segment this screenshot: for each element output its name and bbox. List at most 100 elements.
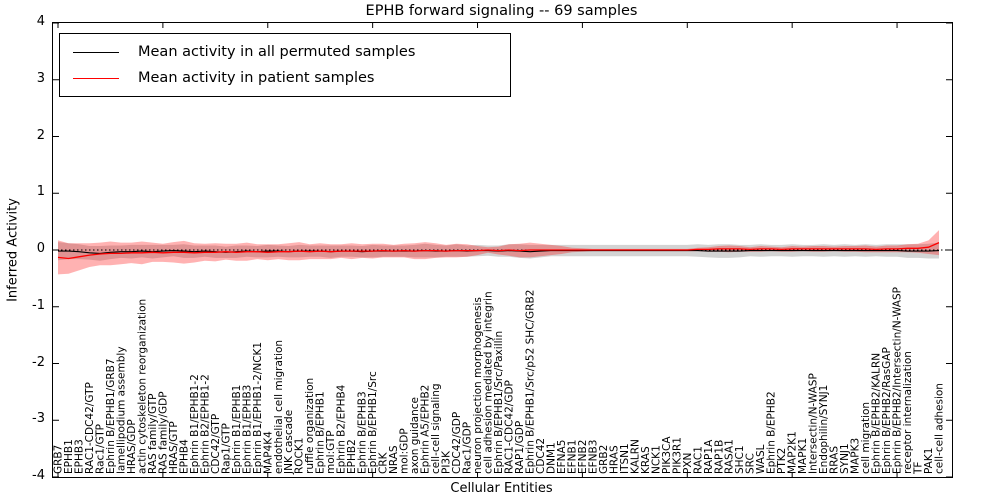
x-tick-label: Endophilin/SYNJ1 (818, 385, 830, 474)
x-tick-label: PXN (682, 453, 694, 474)
x-tick-label: EPHB1 (63, 439, 75, 474)
x-tick-label: MAP4K4 (262, 431, 274, 474)
x-tick-label: RAS family/GTP (147, 393, 159, 474)
x-tick-label: EFNA5 (556, 440, 568, 474)
legend-label-permuted: Mean activity in all permuted samples (138, 44, 416, 60)
y-tick-label: 0 (36, 241, 45, 256)
x-tick-label: Rap1/GTP (220, 423, 232, 474)
x-tick-label: GRB2 (598, 445, 610, 474)
x-tick-label: EPHB2 (346, 439, 358, 474)
y-tick-label: 1 (36, 184, 45, 200)
x-tick-label: Ephrin B/EPHB2/KALRN (871, 353, 883, 474)
x-tick-label: MAPK1 (797, 438, 809, 474)
x-tick-label: Ephrin B/EPHB2/RasGAP (881, 347, 893, 474)
x-tick-label: Ephrin B/EPHB2/Intersectin/N-WASP (892, 287, 904, 474)
x-tick-label: actin cytoskeleton reorganization (136, 299, 148, 474)
x-tick-label: ruffle organization (304, 378, 316, 474)
x-tick-label: neuron projection morphogenesis (472, 297, 484, 474)
x-tick-label: cell adhesion mediated by integrin (483, 291, 495, 474)
x-tick-label: RAP1A (703, 439, 715, 474)
legend-item: Mean activity in patient samples (73, 70, 510, 86)
x-tick-label: Ephrin B2/EPHB1-2 (199, 374, 211, 474)
x-tick-label: mol:GTP (325, 430, 337, 474)
x-tick-label: Ephrin B/EPHB1/Src/Paxillin (493, 331, 505, 474)
x-tick-label: JNK cascade (283, 410, 295, 475)
x-tick-label: cell-cell signaling (430, 383, 442, 474)
legend-label-patient: Mean activity in patient samples (138, 70, 375, 86)
x-tick-label: NCK1 (650, 445, 662, 474)
x-tick-label: PTK2 (776, 448, 788, 474)
x-tick-label: Rac1/GDP (462, 422, 474, 474)
x-tick-label: Ephrin B/EPHB1/Src/p52 SHC/GRB2 (525, 290, 537, 474)
band-patient (58, 230, 939, 275)
x-tick-label: lamellipodium assembly (115, 346, 127, 474)
x-tick-label: EFNB3 (587, 440, 599, 474)
y-tick-label: -4 (32, 468, 45, 483)
legend-item: Mean activity in all permuted samples (73, 44, 510, 60)
x-tick-label: HRAS/GDP (126, 419, 138, 474)
x-tick-labels: GRB7EPHB1EPHB3RAC1-CDC42/GTPRac1/GTPEphr… (53, 287, 946, 475)
y-tick-label: -3 (32, 411, 45, 427)
x-tick-label: Ephrin B/EPHB3 (357, 391, 369, 474)
legend-line-sample-patient (73, 77, 119, 79)
y-tick-label: 3 (36, 70, 45, 86)
x-tick-label: Ephrin B1/EPHB1-2/NCK1 (252, 342, 264, 474)
x-tick-label: HRAS (608, 445, 620, 474)
x-tick-label: MAPK3 (850, 438, 862, 474)
x-tick-label: MAP2K1 (787, 431, 799, 474)
x-tick-label: TF (913, 462, 925, 475)
x-tick-label: Ephrin B2/EPHB4 (336, 384, 348, 474)
x-tick-label: ITSN1 (619, 443, 631, 474)
x-tick-label: Ephrin B/EPHB1/GRB7 (105, 358, 117, 474)
x-tick-label: EPHB4 (178, 439, 190, 474)
x-tick-label: EFNB2 (577, 440, 589, 474)
x-tick-label: GRB7 (53, 445, 65, 474)
x-tick-label: PI3K (441, 450, 453, 474)
x-tick-label: endothelial cell migration (273, 340, 285, 474)
x-tick-label: Ephrin B/EPHB2 (766, 391, 778, 474)
x-tick-label: SYNJ1 (839, 443, 851, 474)
x-tick-label: RRAS (829, 446, 841, 474)
legend: Mean activity in all permuted samples Me… (59, 33, 511, 97)
x-tick-label: HRAS/GTP (168, 421, 180, 474)
x-tick-label: cell migration (860, 402, 872, 474)
x-tick-label: RAP1B (713, 440, 725, 474)
y-tick-label: -2 (32, 354, 45, 370)
x-tick-label: DNM1 (545, 442, 557, 474)
x-tick-label: KRAS (640, 446, 652, 474)
y-tick-label: 2 (36, 127, 45, 143)
x-tick-label: axon guidance (409, 397, 421, 474)
x-tick-label: Rac1/GTP (95, 424, 107, 474)
legend-line-sample-permuted (73, 51, 119, 53)
y-tick-label: -1 (32, 297, 45, 313)
x-tick-label: RASA1 (724, 439, 736, 474)
x-tick-label: RAS family/GDP (157, 391, 169, 474)
plot-area: GRB7 EPHB1 EPHB3 RAC1-CDC42/GTP Rac1/GTP Ephr… (52, 22, 953, 478)
x-tick-label: Ephrin B1/EPHB1-2 (189, 374, 201, 474)
x-tick-label: cell-cell adhesion (934, 383, 946, 474)
x-tick-label: SRC (745, 453, 757, 474)
x-tick-label: SHC1 (734, 445, 746, 474)
x-tick-label: PIK3R1 (671, 437, 683, 474)
tick-marks (53, 23, 952, 477)
x-tick-label: RAC1-CDC42/GDP (504, 380, 516, 474)
x-tick-label: RAP1/GDP (514, 421, 526, 474)
x-tick-label: NRAS (388, 445, 400, 474)
x-tick-label: RAC1-CDC42/GTP (84, 382, 96, 474)
x-tick-label: WASL (755, 444, 767, 474)
x-tick-label: CDC42/GDP (451, 412, 463, 474)
x-tick-label: RAC1 (692, 446, 704, 474)
x-tick-label: Ephrin B1/EPHB1 (231, 385, 243, 474)
y-tick-label: 4 (36, 14, 45, 29)
x-axis-label: Cellular Entities (450, 481, 553, 496)
line-patient-mean (57, 242, 940, 260)
x-tick-label: PAK1 (923, 448, 935, 474)
x-tick-label: Ephrin A5/EPHB2 (420, 385, 432, 474)
chart-title: EPHB forward signaling -- 69 samples (365, 3, 638, 19)
x-tick-label: PIK3CA (661, 436, 673, 474)
x-tick-label: CDC42/GTP (210, 414, 222, 474)
x-tick-label: ROCK1 (294, 438, 306, 474)
chart-svg: GRB7EPHB1EPHB3RAC1-CDC42/GTPRac1/GTPEphr… (53, 23, 952, 477)
x-tick-label: CDC42 (535, 438, 547, 474)
